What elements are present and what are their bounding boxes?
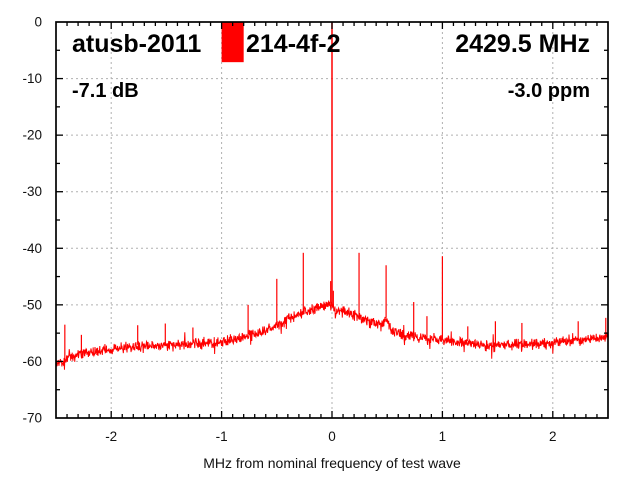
x-tick-label: 2 <box>549 429 557 444</box>
y-tick-label: -20 <box>22 128 42 143</box>
axes-layer <box>55 21 609 419</box>
x-tick-label: -2 <box>105 429 117 444</box>
y-tick-label: 0 <box>34 15 42 30</box>
trace-layer <box>55 22 609 370</box>
power-marker-bar <box>221 22 244 63</box>
marker-layer <box>221 22 244 63</box>
device-id-left-text: atusb-2011 <box>72 30 201 58</box>
power-level-text: -7.1 dB <box>72 80 139 102</box>
y-tick-label: -10 <box>22 71 42 86</box>
y-tick-label: -50 <box>22 297 42 312</box>
x-tick-label: 0 <box>328 429 336 444</box>
y-tick-label: -30 <box>22 184 42 199</box>
x-tick-label: -1 <box>216 429 228 444</box>
ppm-offset-text: -3.0 ppm <box>508 80 590 102</box>
y-tick-label: -60 <box>22 354 42 369</box>
y-tick-label: -40 <box>22 241 42 256</box>
y-tick-label: -70 <box>22 411 42 426</box>
frequency-text: 2429.5 MHz <box>455 30 590 58</box>
x-axis-title: MHz from nominal frequency of test wave <box>203 455 461 471</box>
tick-label-layer: 0-10-20-30-40-50-60-70-2 -1 0 1 2 <box>22 15 556 445</box>
device-id-right-text: 214-4f-2 <box>246 30 341 58</box>
x-tick-label: 1 <box>439 429 447 444</box>
